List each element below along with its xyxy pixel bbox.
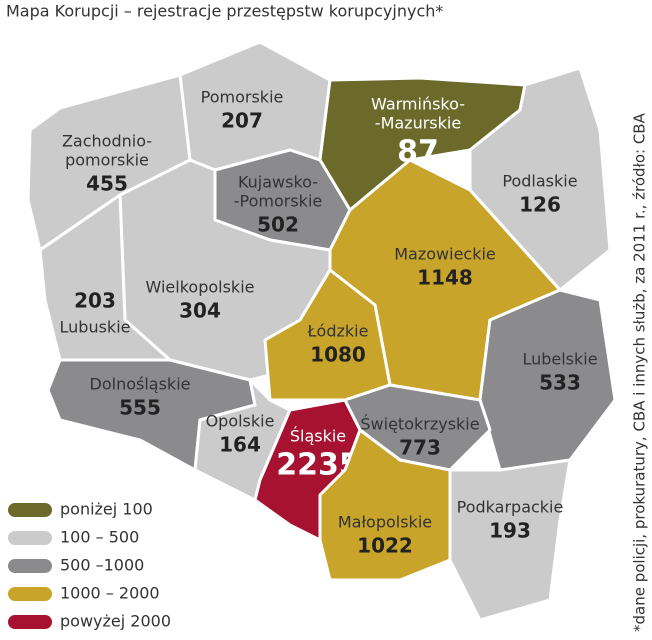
region-value: 533 <box>539 371 581 395</box>
region-value: 193 <box>489 519 531 543</box>
region <box>263 268 392 402</box>
region-name: Zachodnio- <box>62 132 152 151</box>
legend-swatch <box>8 531 52 545</box>
region-value: 126 <box>519 193 561 217</box>
region-name: Świętokrzyskie <box>360 415 479 434</box>
region-value: 304 <box>179 299 221 323</box>
region-value: 203 <box>74 289 116 313</box>
region-value: 1022 <box>357 534 413 558</box>
region-name: Lubuskie <box>60 318 131 337</box>
region-value: 455 <box>86 172 128 196</box>
legend-label: 1000 – 2000 <box>60 584 160 603</box>
legend-swatch <box>8 615 52 629</box>
region-name: Podkarpackie <box>457 498 564 517</box>
region-name: pomorskie <box>65 151 149 170</box>
legend-swatch <box>8 503 52 517</box>
title: Mapa Korupcji – rejestracje przestępstw … <box>6 2 443 21</box>
legend-label: powyżej 2000 <box>60 612 171 631</box>
region-name: -Mazurskie <box>375 114 461 133</box>
legend-label: poniżej 100 <box>60 500 153 519</box>
region-name: Kujawsko- <box>238 173 318 192</box>
region-name: Mazowieckie <box>394 245 496 264</box>
region-value: 555 <box>119 396 161 420</box>
legend-label: 500 –1000 <box>60 556 144 575</box>
region <box>318 428 452 582</box>
legend-swatch <box>8 559 52 573</box>
region-value: 773 <box>399 436 441 460</box>
region-value: 164 <box>219 433 261 457</box>
region-name: Łódzkie <box>307 322 369 341</box>
region-value: 502 <box>257 213 299 237</box>
region-name: Podlaskie <box>502 172 577 191</box>
region <box>448 458 572 622</box>
region-name: Śląskie <box>290 427 346 446</box>
region-value: 1148 <box>417 266 473 290</box>
region-name: Pomorskie <box>201 88 284 107</box>
legend-label: 100 – 500 <box>60 528 139 547</box>
region-name: Warmińsko- <box>371 95 465 114</box>
region-name: Małopolskie <box>338 513 432 532</box>
region-name: Opolskie <box>206 412 275 431</box>
region-value: 1080 <box>310 343 366 367</box>
region-name: -Pomorskie <box>234 192 322 211</box>
legend-swatch <box>8 587 52 601</box>
source-note: *dane policji, prokuratury, CBA i innych… <box>631 112 649 632</box>
region-value: 207 <box>221 109 263 133</box>
region-name: Wielkopolskie <box>146 278 255 297</box>
region-name: Lubelskie <box>522 350 597 369</box>
region-name: Dolnośląskie <box>90 375 191 394</box>
